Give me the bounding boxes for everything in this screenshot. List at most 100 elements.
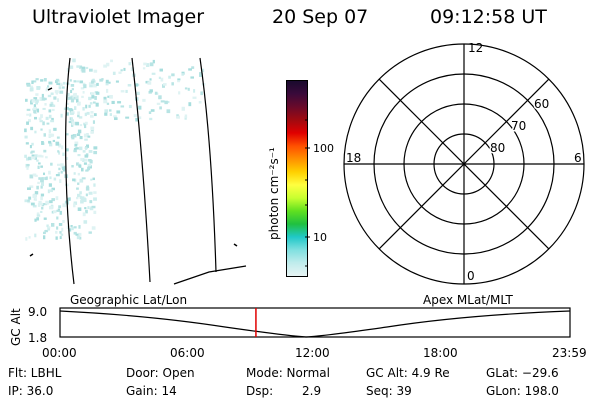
image-pixel (39, 120, 43, 123)
image-pixel (91, 226, 96, 230)
image-pixel (69, 79, 72, 82)
image-pixel (35, 99, 39, 103)
image-pixel (75, 147, 79, 150)
image-pixel (109, 113, 112, 116)
image-pixel (60, 233, 64, 236)
image-pixel (90, 111, 94, 114)
image-pixel (58, 167, 61, 171)
image-pixel (59, 210, 62, 215)
image-pixel (150, 109, 155, 112)
image-pixel (27, 156, 32, 161)
image-pixel (41, 155, 44, 158)
image-pixel (56, 216, 59, 220)
image-pixel (81, 167, 84, 172)
image-pixel (77, 172, 80, 176)
image-pixel (81, 177, 86, 180)
image-pixel (52, 104, 56, 108)
image-pixel (93, 191, 97, 194)
image-pixel (78, 116, 83, 119)
image-pixel (117, 101, 122, 104)
status-dsp-label: Dsp: (246, 384, 274, 398)
image-pixel (83, 122, 86, 126)
image-pixel (77, 154, 81, 157)
image-pixel (83, 133, 88, 138)
image-pixel (59, 236, 62, 240)
image-pixel (79, 124, 83, 127)
image-pixel (61, 227, 64, 232)
image-pixel (177, 80, 181, 83)
image-pixel (79, 80, 84, 84)
instrument-title: Ultraviolet Imager (32, 6, 205, 28)
image-pixel (62, 220, 65, 223)
image-pixel (146, 63, 150, 67)
image-pixel (33, 110, 37, 114)
image-pixel (65, 106, 69, 110)
image-pixel (77, 182, 80, 185)
image-pixel (86, 144, 89, 148)
longitude-line (131, 57, 151, 283)
image-pixel (45, 116, 49, 120)
image-pixel (73, 226, 77, 229)
image-pixel (120, 105, 125, 108)
image-pixel (40, 177, 44, 181)
image-pixel (74, 141, 79, 145)
image-pixel (108, 81, 111, 84)
image-pixel (73, 201, 78, 205)
image-pixel (43, 149, 47, 153)
image-pixel (88, 96, 92, 101)
image-pixel (82, 150, 86, 153)
image-pixel (82, 91, 85, 94)
image-pixel (109, 109, 112, 112)
image-pixel (74, 144, 78, 147)
image-pixel (55, 230, 58, 234)
coastline (47, 87, 53, 91)
image-pixel (123, 67, 126, 71)
image-pixel (24, 199, 29, 203)
image-pixel (66, 112, 69, 116)
mlat-label-70: 70 (511, 119, 526, 133)
image-pixel (92, 120, 96, 124)
image-pixel (89, 83, 93, 88)
image-pixel (90, 80, 95, 84)
image-pixel (80, 87, 85, 90)
mlat-label-60: 60 (534, 97, 549, 111)
image-pixel (55, 80, 58, 84)
image-pixel (38, 117, 42, 120)
image-pixel (40, 210, 43, 213)
image-pixel (114, 117, 118, 121)
image-pixel (69, 228, 72, 232)
image-pixel (142, 67, 146, 70)
image-pixel (53, 127, 57, 131)
image-pixel (158, 76, 161, 80)
image-pixel (26, 108, 31, 111)
image-pixel (30, 126, 34, 131)
image-pixel (181, 73, 184, 76)
image-pixel (166, 109, 171, 114)
image-pixel (31, 80, 34, 85)
image-pixel (88, 191, 93, 195)
image-pixel (79, 236, 82, 240)
image-pixel (147, 81, 152, 85)
longitude-line (199, 57, 217, 273)
image-pixel (93, 197, 97, 201)
image-pixel (36, 108, 40, 113)
image-pixel (40, 193, 45, 197)
image-pixel (33, 104, 37, 107)
image-pixel (158, 96, 161, 100)
status-ip: IP: 36.0 (8, 384, 54, 398)
gc-alt-axis-label-wrap: GC Alt (9, 308, 23, 346)
image-pixel (25, 98, 28, 102)
image-pixel (60, 163, 64, 167)
image-pixel (163, 83, 167, 86)
image-pixel (46, 122, 50, 125)
image-pixel (26, 121, 29, 125)
image-pixel (68, 120, 72, 124)
image-pixel (44, 103, 47, 106)
image-pixel (33, 97, 38, 101)
image-pixel (188, 68, 192, 71)
image-pixel (55, 141, 60, 146)
image-pixel (50, 92, 54, 95)
image-pixel (75, 95, 79, 99)
image-pixel (76, 235, 80, 240)
image-pixel (55, 196, 59, 201)
